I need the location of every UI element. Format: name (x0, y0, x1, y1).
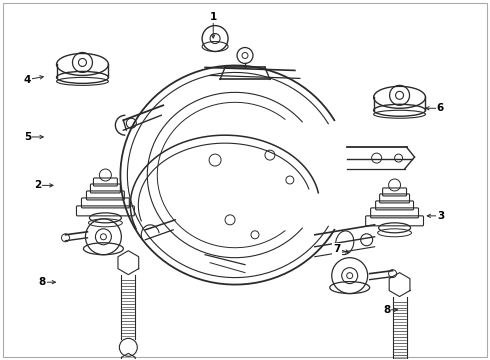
Text: 5: 5 (24, 132, 31, 142)
Circle shape (120, 338, 137, 356)
Text: 4: 4 (24, 75, 31, 85)
Text: 2: 2 (34, 180, 41, 190)
Text: 3: 3 (437, 211, 444, 221)
Text: 1: 1 (210, 12, 217, 22)
Text: 8: 8 (383, 305, 391, 315)
Text: 7: 7 (333, 244, 341, 254)
Text: 8: 8 (39, 277, 46, 287)
Text: 6: 6 (437, 103, 444, 113)
